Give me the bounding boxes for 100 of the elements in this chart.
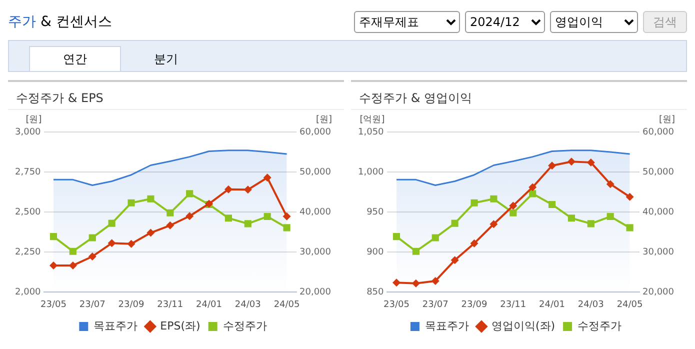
point [147, 195, 154, 202]
point [567, 158, 576, 166]
text: 2024/12 [465, 11, 545, 33]
point [470, 239, 478, 248]
x-tick-label: 24/03 [234, 300, 261, 310]
x-tick-label: 23/11 [500, 300, 526, 310]
point [568, 214, 575, 222]
y2-tick-label: 20,000 [300, 288, 332, 298]
point [626, 192, 634, 201]
point [412, 279, 420, 288]
y-tick-label: 2,500 [15, 207, 42, 218]
legend-label: 목표주가 [424, 319, 469, 332]
point [263, 174, 272, 182]
y-tick-label: 900 [366, 247, 384, 258]
point [528, 183, 537, 192]
legend-label: 영업이익(좌) [491, 319, 556, 332]
point [50, 232, 58, 240]
x-tick-label: 24/01 [539, 300, 565, 310]
point [108, 239, 116, 248]
x-tick-label: 24/01 [196, 300, 222, 310]
point [224, 185, 232, 194]
point [626, 224, 634, 232]
y-tick-label: 2,250 [15, 247, 42, 258]
point [470, 199, 478, 206]
point [587, 220, 594, 228]
y-tick-label: 2,000 [15, 288, 42, 298]
y2-tick-label: 30,000 [642, 247, 674, 258]
y2-tick-label: 60,000 [642, 127, 674, 138]
x-tick-label: 24/05 [274, 300, 300, 310]
text: 주재무제표 [354, 11, 460, 33]
point [586, 158, 595, 166]
point [529, 190, 536, 198]
point [412, 248, 420, 255]
text: 분기 [153, 50, 179, 68]
x-tick-label: 23/05 [384, 300, 410, 310]
point [509, 202, 518, 210]
point [392, 278, 400, 287]
point [606, 212, 614, 220]
y2-axis-title: [원] [658, 114, 675, 125]
point [548, 200, 556, 208]
y-tick-label: 3,000 [15, 127, 42, 138]
y2-tick-label: 40,000 [300, 207, 332, 218]
point [186, 212, 194, 220]
legend-label: 목표주가 [94, 319, 138, 332]
text: 주가 & 컨센서스 [8, 13, 112, 31]
x-tick-label: 23/11 [157, 300, 184, 310]
x-tick-label: 23/07 [422, 300, 448, 310]
y-tick-label: 850 [366, 288, 384, 298]
point [127, 240, 136, 248]
point [128, 199, 135, 206]
point [432, 234, 439, 242]
point [548, 162, 556, 170]
y-tick-label: 1,000 [358, 167, 384, 178]
x-tick-label: 24/05 [616, 300, 643, 310]
point [49, 261, 58, 270]
y2-tick-label: 20,000 [642, 288, 674, 298]
point [431, 276, 440, 285]
point [166, 221, 174, 230]
y2-tick-label: 60,000 [300, 127, 332, 138]
chart-title: 수정주가 & 영업이익 [351, 82, 687, 110]
point [88, 252, 96, 260]
point [490, 220, 498, 228]
point [146, 228, 155, 237]
legend-label: EPS(좌) [160, 319, 200, 332]
x-tick-label: 23/07 [79, 300, 106, 310]
point [69, 248, 76, 255]
legend-label: 수정주가 [222, 319, 267, 332]
text: 연간 [29, 46, 121, 71]
point [606, 180, 614, 188]
y2-tick-label: 30,000 [300, 247, 332, 258]
point [490, 195, 498, 202]
y-tick-label: 2,750 [15, 167, 42, 178]
x-tick-label: 23/09 [118, 300, 144, 310]
chart-title: 수정주가 & EPS [8, 82, 344, 110]
point [244, 186, 252, 194]
point [282, 212, 291, 220]
point [510, 209, 517, 216]
text: 영업이익 [550, 11, 638, 33]
point [264, 212, 271, 220]
y-tick-label: 1,050 [358, 127, 384, 138]
point [451, 220, 458, 227]
y-axis-title: [억원] [360, 114, 385, 125]
legend-label: 수정주가 [578, 319, 622, 332]
y2-tick-label: 40,000 [642, 207, 674, 218]
point [186, 190, 194, 198]
y2-axis-title: [원] [316, 114, 332, 125]
point [392, 232, 400, 240]
point [224, 214, 232, 222]
x-tick-label: 23/05 [40, 300, 66, 310]
y-axis-title: [원] [26, 114, 42, 125]
y-tick-label: 950 [366, 207, 384, 218]
x-tick-label: 23/09 [461, 300, 488, 310]
point [108, 220, 116, 227]
text: 검색 [643, 11, 687, 33]
y2-tick-label: 50,000 [642, 167, 674, 178]
point [166, 209, 174, 216]
point [244, 220, 252, 228]
x-tick-label: 24/03 [578, 300, 604, 310]
point [283, 224, 290, 232]
y2-tick-label: 50,000 [300, 167, 332, 178]
